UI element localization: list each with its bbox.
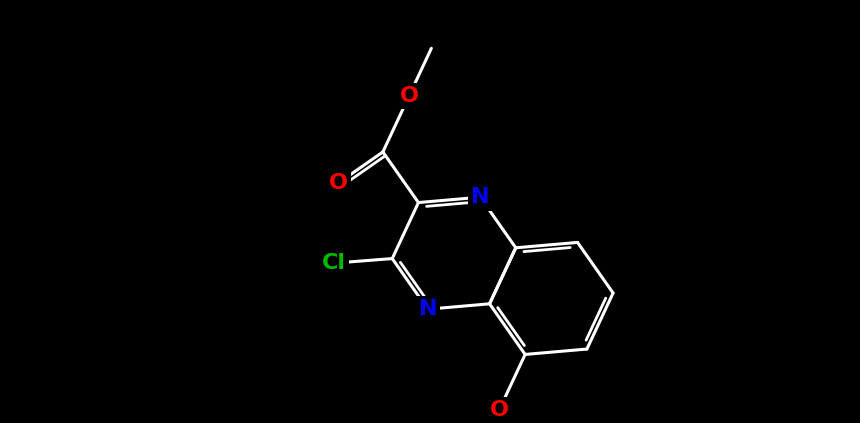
Text: N: N: [471, 187, 489, 207]
Text: O: O: [400, 86, 419, 106]
Text: O: O: [329, 173, 347, 193]
Text: O: O: [489, 401, 508, 420]
Text: N: N: [419, 299, 437, 319]
Text: Cl: Cl: [322, 253, 346, 273]
